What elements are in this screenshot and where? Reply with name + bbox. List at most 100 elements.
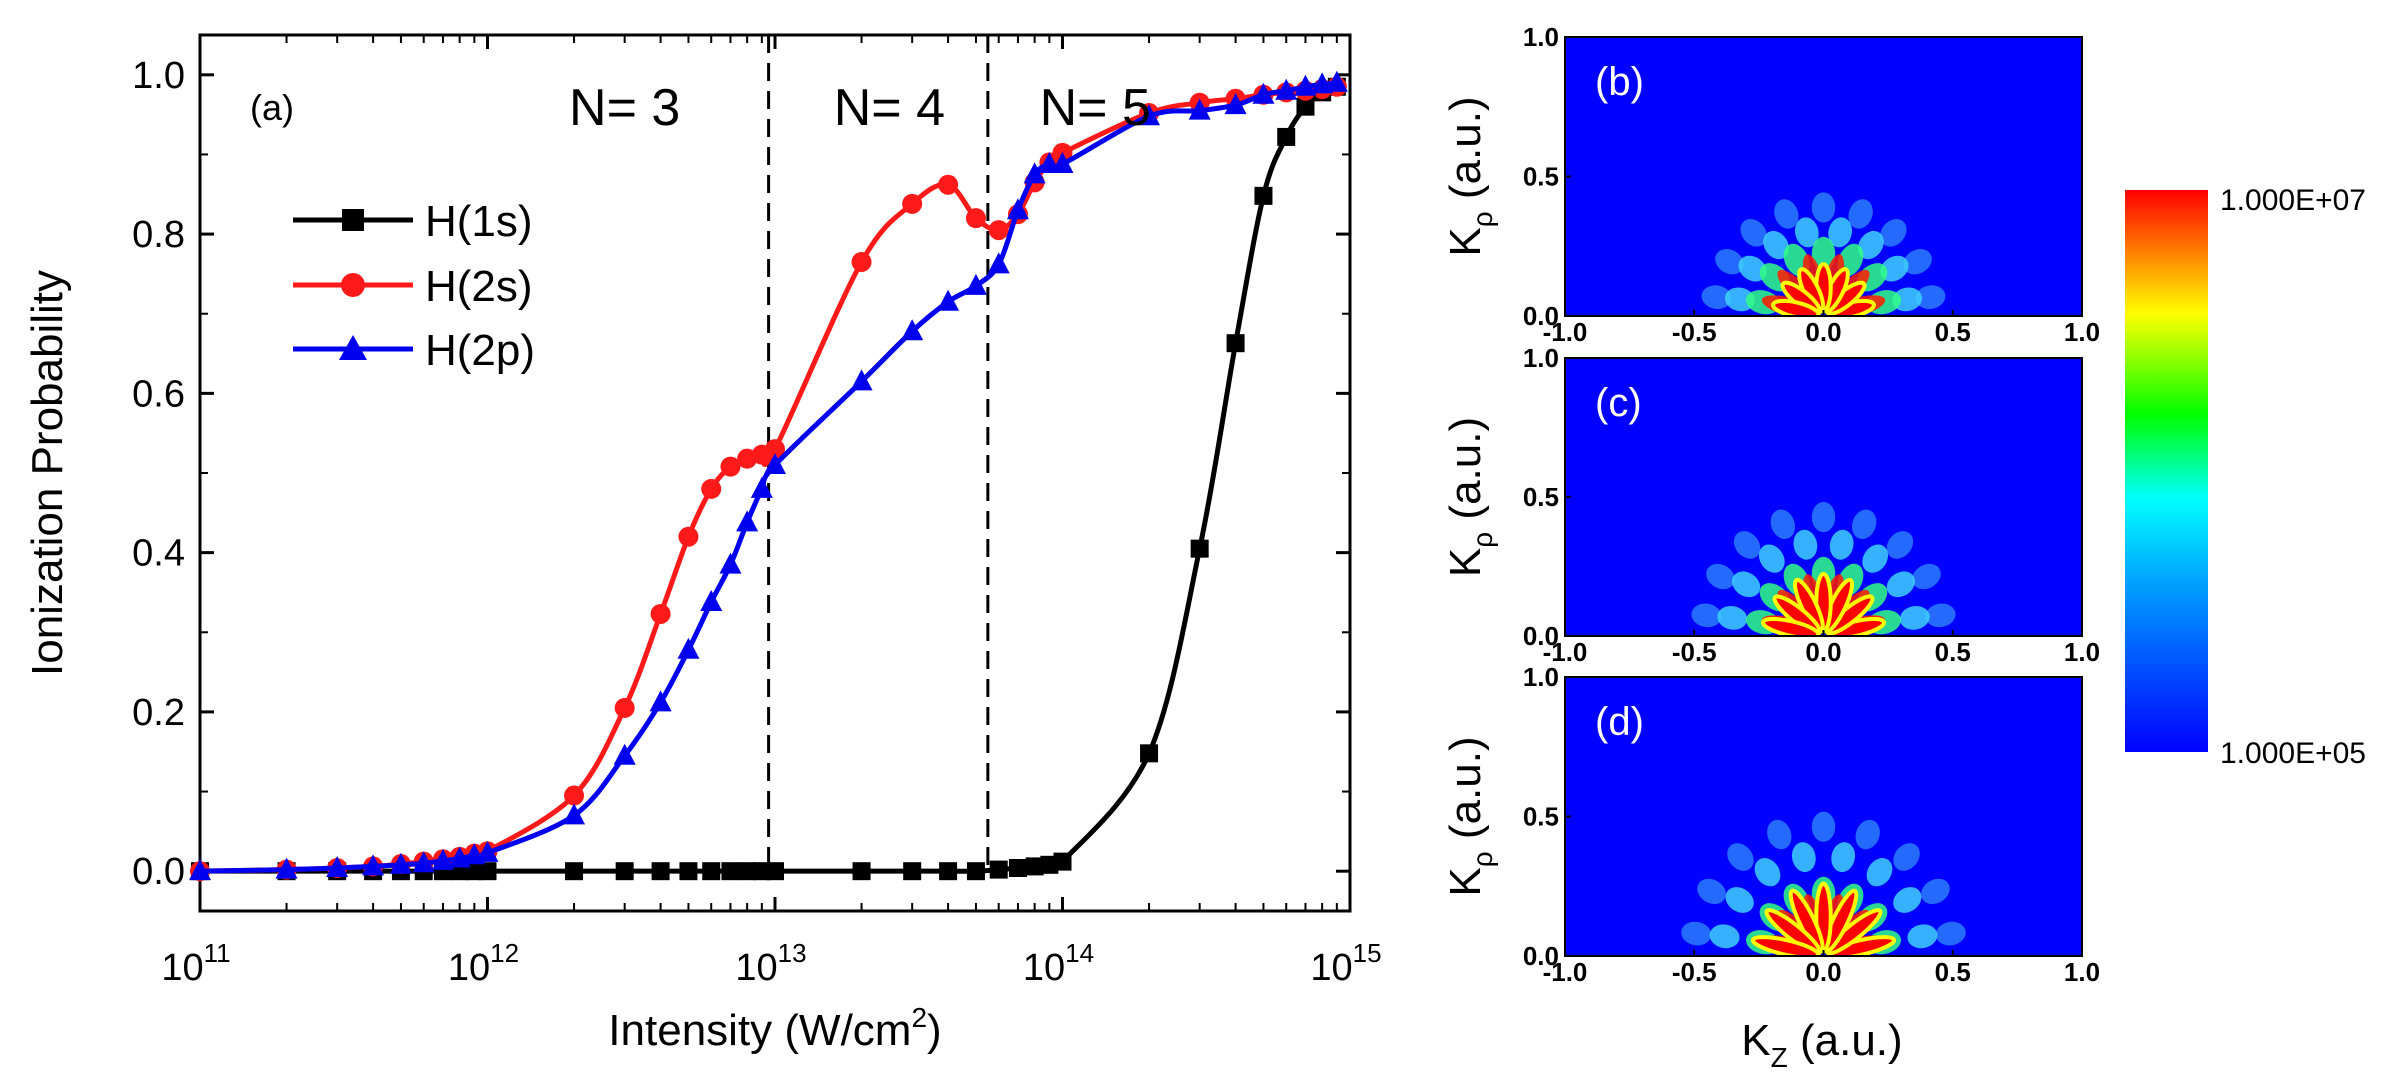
heatmap-panel-label: (b) [1595, 60, 1644, 104]
y-tick-label: 0.2 [132, 692, 185, 734]
axis-ticks [198, 35, 1352, 911]
data-point [736, 510, 759, 532]
intensity-lobe [1892, 287, 1923, 312]
intensity-lobe [1763, 230, 1789, 260]
intensity-lobe [1851, 509, 1877, 539]
data-point [1053, 852, 1072, 871]
data-point [615, 862, 634, 881]
data-point [937, 289, 960, 311]
data-point [903, 862, 922, 881]
tick-labels: 1011 1012 1013 1014 1015 0.0 0.2 0.4 0.6 0.8 1.0 [132, 55, 1381, 989]
intensity-lobe [1733, 531, 1761, 559]
region-label-n4: N= 4 [834, 79, 945, 137]
intensity-lobe [1717, 605, 1748, 630]
legend-marker-circle [341, 273, 365, 297]
intensity-lobe [1886, 531, 1914, 559]
heatmap-panel-label: (c) [1595, 381, 1642, 425]
intensity-lobe [1858, 230, 1884, 260]
legend-item-h2p: H(2p) [293, 326, 535, 375]
data-point [678, 526, 699, 547]
heatmap-x-tick-label: -1.0 [1543, 317, 1588, 347]
intensity-lobe [1727, 843, 1754, 871]
heatmap-x-tick-label: 0.0 [1805, 637, 1841, 667]
heatmap-y-tick-label: 1.0 [1523, 343, 1559, 373]
data-point [966, 862, 985, 881]
data-point [719, 552, 742, 574]
momentum-distribution [1691, 502, 1956, 636]
x-tick-label: 1014 [1023, 938, 1094, 989]
data-point [614, 697, 635, 718]
intensity-lobe [1725, 887, 1754, 913]
intensity-lobe [1791, 842, 1816, 873]
data-point [851, 251, 872, 272]
colorbar: 1.000E+07 1.000E+05 [2125, 184, 2366, 770]
data-point [720, 456, 741, 477]
momentum-distribution [1701, 192, 1946, 316]
intensity-lobe [1774, 199, 1799, 229]
x-axis-title: Intensity (W/cm2) [608, 1002, 941, 1055]
intensity-lobe [1811, 192, 1836, 223]
heatmap-panels: (b)-1.0 -0.5 0.0 0.5 1.00.00.51.0Kρ (a.u.)(c… [1441, 22, 2100, 987]
data-point [1138, 104, 1161, 126]
heatmap-y-tick-label: 1.0 [1523, 22, 1559, 52]
legend-item-h1s: H(1s) [293, 197, 533, 246]
heatmap-y-axis-title: Kρ (a.u.) [1441, 736, 1498, 896]
intensity-lobe [1862, 544, 1889, 573]
data-point [679, 862, 698, 881]
panel-label-a: (a) [250, 87, 294, 128]
ionization-chart: 1011 1012 1013 1014 1015 0.0 0.2 0.4 0.6 0.8 1.0 (… [23, 33, 1382, 1055]
intensity-petal [1750, 935, 1821, 956]
heatmap-x-tick-label: 1.0 [2064, 637, 2100, 667]
intensity-lobe [1828, 217, 1853, 248]
intensity-lobe [1811, 236, 1836, 272]
heatmap-x-tick-label: -0.5 [1672, 957, 1717, 987]
intensity-lobe [1848, 199, 1873, 229]
data-point [939, 862, 958, 881]
heatmap-panel-label: (d) [1595, 700, 1644, 744]
data-point [1325, 70, 1348, 92]
data-point [1006, 198, 1029, 220]
data-point [362, 854, 385, 876]
heatmap-x-tick-label: 1.0 [2064, 317, 2100, 347]
data-point [1008, 858, 1027, 877]
heatmap-y-tick-label: 0.0 [1523, 621, 1559, 651]
x-tick-label: 1011 [161, 938, 230, 989]
data-point [1252, 82, 1275, 104]
heatmap-panel-c: (c) -1.0 -0.5 0.0 0.5 1.0 0.0 0.5 1.0 Kρ (a.u.) [1441, 343, 2100, 667]
heatmap-panel-d: (d) -1.0 -0.5 0.0 0.5 1.0 0.0 0.5 1.0 Kρ (a.u.) [1441, 662, 2100, 987]
legend-label-h1s: H(1s) [425, 197, 533, 246]
data-point [766, 862, 784, 881]
legend: H(1s) H(2s) H(2p) [293, 197, 535, 375]
series-h2p [189, 70, 1348, 881]
intensity-lobe [1754, 858, 1781, 887]
legend-marker-square [342, 209, 364, 231]
data-point [1023, 162, 1046, 184]
intensity-petal [1771, 298, 1821, 316]
intensity-lobe [1893, 843, 1920, 871]
intensity-lobe [1811, 502, 1836, 533]
x-tick-label: 1012 [448, 938, 519, 989]
intensity-lobe [1829, 529, 1854, 560]
data-point [1296, 97, 1315, 116]
intensity-lobe [1935, 921, 1966, 946]
intensity-lobe [1697, 878, 1726, 905]
data-point [476, 840, 499, 862]
data-point [1277, 127, 1296, 146]
heatmap-y-axis-title: Kρ (a.u.) [1441, 417, 1498, 577]
data-point [412, 851, 435, 873]
intensity-lobe [1681, 921, 1712, 946]
intensity-lobe [1886, 571, 1916, 598]
data-point [565, 862, 584, 881]
data-point [702, 862, 721, 881]
series-h2s [190, 76, 1347, 882]
colorbar-gradient [2125, 190, 2208, 752]
x-tick-label: 1015 [1310, 938, 1381, 989]
heatmap-x-tick-label: -0.5 [1672, 317, 1717, 347]
heatmap-x-axis-title: KZ (a.u.) [1741, 1016, 1902, 1073]
data-point [189, 859, 211, 881]
intensity-lobe [1907, 924, 1938, 949]
data-point [987, 252, 1010, 274]
intensity-lobe [1706, 563, 1735, 590]
region-label-n3: N= 3 [569, 79, 680, 137]
intensity-lobe [1701, 285, 1732, 310]
